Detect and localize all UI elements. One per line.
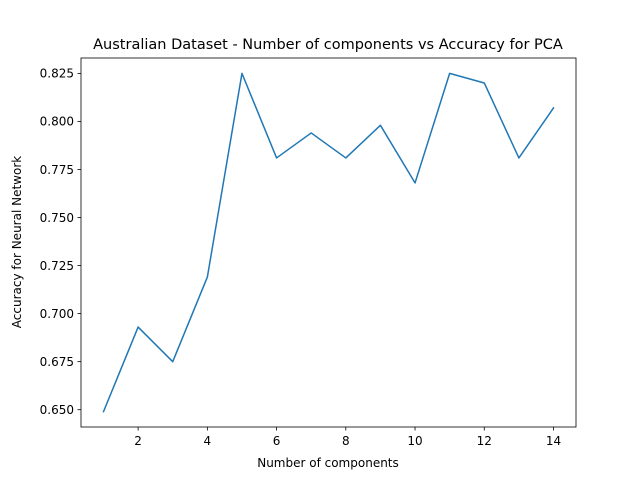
y-tick-label: 0.675	[40, 355, 74, 369]
data-series-line-1	[102, 72, 555, 413]
x-tick-label: 14	[546, 434, 561, 448]
y-tick-label: 0.800	[40, 115, 74, 129]
x-tick-label: 8	[342, 434, 350, 448]
y-tick-label: 0.825	[40, 67, 74, 81]
x-tick-label: 12	[477, 434, 492, 448]
y-tick-label: 0.775	[40, 163, 74, 177]
x-axis-title: Number of components	[257, 456, 399, 470]
y-axis-title: Accuracy for Neural Network	[10, 156, 24, 328]
chart-title: Australian Dataset - Number of component…	[93, 37, 563, 53]
axes-frame	[80, 57, 577, 428]
x-tick-label: 4	[204, 434, 212, 448]
x-tick-label: 10	[407, 434, 422, 448]
y-tick-label: 0.750	[40, 211, 74, 225]
y-tick-label: 0.725	[40, 259, 74, 273]
plot-area: 2 4 6 8 10 12 14 0.650 0.675 0.700 0.725 0.750 0.775…	[40, 57, 577, 448]
x-tick-label: 6	[273, 434, 281, 448]
x-tick-label: 2	[134, 434, 142, 448]
y-tick-label: 0.650	[40, 403, 74, 417]
y-tick-label: 0.700	[40, 307, 74, 321]
